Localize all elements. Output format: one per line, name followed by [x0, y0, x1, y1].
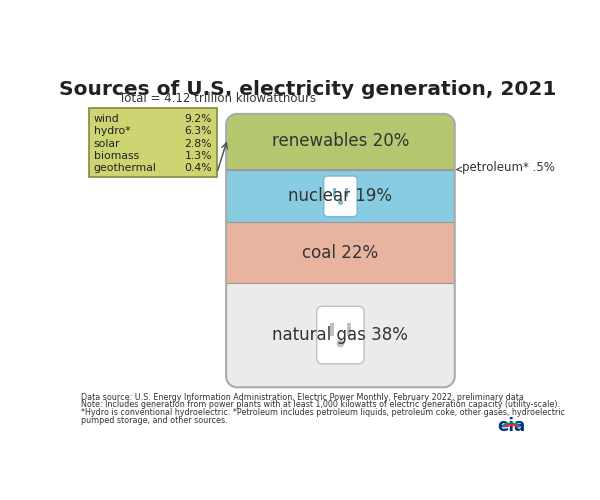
Bar: [347, 324, 351, 336]
Text: Total = 4.12 trillion kilowatthours: Total = 4.12 trillion kilowatthours: [119, 92, 316, 106]
Text: 6.3%: 6.3%: [185, 126, 212, 136]
Text: coal 22%: coal 22%: [302, 244, 379, 262]
Bar: [226, 283, 455, 388]
Text: geothermal: geothermal: [94, 163, 157, 173]
Text: nuclear 19%: nuclear 19%: [289, 188, 392, 206]
Bar: [226, 114, 455, 169]
FancyBboxPatch shape: [317, 306, 364, 364]
Text: natural gas 38%: natural gas 38%: [272, 326, 409, 344]
Bar: [226, 170, 455, 222]
Text: Data source: U.S. Energy Information Administration, Electric Power Monthly, Feb: Data source: U.S. Energy Information Adm…: [81, 392, 524, 402]
Bar: [89, 108, 217, 177]
Text: Note: Includes generation from power plants with at least 1,000 kilowatts of ele: Note: Includes generation from power pla…: [81, 400, 560, 409]
Text: 9.2%: 9.2%: [185, 114, 212, 124]
Text: 2.8%: 2.8%: [185, 138, 212, 148]
Bar: [330, 324, 334, 336]
Text: biomass: biomass: [94, 151, 139, 161]
Circle shape: [338, 200, 343, 205]
Bar: [226, 169, 455, 170]
Bar: [345, 188, 348, 197]
Text: wind: wind: [94, 114, 119, 124]
Text: pumped storage, and other sources.: pumped storage, and other sources.: [81, 416, 228, 424]
Text: 1.3%: 1.3%: [185, 151, 212, 161]
Circle shape: [337, 340, 344, 347]
Text: renewables 20%: renewables 20%: [272, 132, 409, 150]
Text: hydro*: hydro*: [94, 126, 130, 136]
Text: petroleum* .5%: petroleum* .5%: [457, 162, 556, 174]
FancyBboxPatch shape: [323, 176, 357, 216]
Text: eia: eia: [497, 417, 526, 434]
Text: solar: solar: [94, 138, 120, 148]
Text: *Hydro is conventional hydroelectric. *Petroleum includes petroleum liquids, pet: *Hydro is conventional hydroelectric. *P…: [81, 408, 565, 417]
Bar: [333, 188, 336, 197]
Text: 0.4%: 0.4%: [185, 163, 212, 173]
Text: Sources of U.S. electricity generation, 2021: Sources of U.S. electricity generation, …: [59, 80, 556, 99]
Bar: [226, 222, 455, 283]
